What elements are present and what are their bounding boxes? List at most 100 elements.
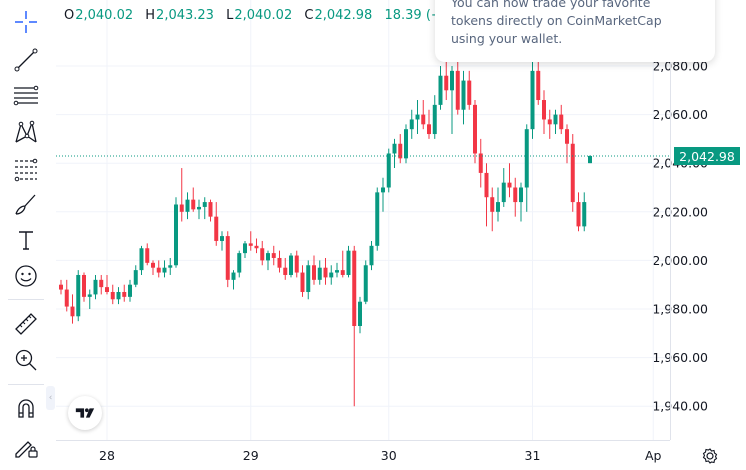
candle-body — [202, 202, 207, 207]
x-tick-label: Ap — [645, 448, 662, 463]
gear-icon — [702, 448, 718, 464]
candle-body — [340, 270, 345, 275]
close-value: 2,042.98 — [314, 8, 373, 23]
candle-body — [524, 129, 529, 188]
candle-body — [484, 172, 489, 198]
trend-line-tool[interactable] — [8, 44, 44, 76]
magnet-tool[interactable] — [8, 393, 44, 425]
chart-settings-button[interactable] — [700, 446, 720, 466]
high-value: 2,043.23 — [156, 8, 214, 23]
horizontal-lines-tool[interactable] — [8, 80, 44, 112]
candle-body — [266, 253, 270, 261]
y-tick-label: 2,080.00 — [652, 59, 708, 74]
candle-body — [335, 270, 339, 273]
candle-body — [381, 187, 385, 193]
open-label: O — [64, 8, 75, 23]
candle-body — [427, 124, 431, 135]
x-tick-label: 31 — [525, 448, 541, 463]
candle-body — [225, 236, 230, 280]
tradingview-logo-icon — [75, 408, 95, 418]
trend-line-icon — [14, 48, 38, 72]
x-tick-label: 28 — [99, 448, 115, 463]
text-tool[interactable] — [8, 224, 44, 256]
magnet-icon — [18, 399, 34, 418]
candle-body — [179, 204, 184, 212]
candle-body — [93, 279, 98, 295]
crosshair-icon — [15, 11, 37, 33]
candle-body — [277, 257, 282, 268]
candle-body — [237, 253, 242, 273]
candle-body — [128, 284, 132, 297]
pattern-icon — [15, 120, 37, 143]
candle-body — [151, 262, 155, 268]
emoji-tool[interactable] — [8, 260, 44, 292]
candle-body — [421, 114, 426, 125]
candle-body — [105, 287, 109, 292]
candle-body — [254, 245, 259, 249]
candle-body — [536, 70, 541, 101]
candle-body — [122, 291, 127, 297]
candle-body — [289, 255, 293, 275]
ruler-tool[interactable] — [8, 308, 44, 340]
candle-body — [386, 153, 391, 188]
candle-body — [300, 272, 305, 292]
candle-body — [174, 204, 178, 266]
y-tick-label: 1,940.00 — [652, 399, 708, 414]
candle-body — [260, 248, 265, 261]
ohlc-legend: O2,040.02 H2,043.23 L2,040.02 C2,042.98 … — [64, 8, 462, 23]
chevron-left-icon: ‹ — [48, 393, 53, 403]
candle-body — [191, 199, 196, 210]
popup-text: You can now trade your favorite tokens d… — [451, 0, 662, 46]
candle-body — [473, 104, 477, 154]
candle-body — [59, 284, 63, 290]
candle-body — [248, 243, 253, 246]
candle-body — [513, 187, 518, 203]
candle-body — [375, 192, 380, 246]
low-value: 2,040.02 — [234, 8, 293, 23]
y-tick-label: 1,980.00 — [652, 302, 708, 317]
candle-body — [398, 143, 403, 159]
emoji-icon — [15, 265, 37, 287]
candle-body — [76, 274, 81, 317]
tradingview-logo-button[interactable] — [68, 396, 102, 430]
text-icon — [19, 231, 33, 250]
candle-body — [490, 197, 495, 212]
candle-body — [553, 114, 558, 125]
y-tick-label: 2,000.00 — [652, 253, 708, 268]
candle-body — [369, 245, 374, 266]
candle-body — [352, 250, 357, 327]
candle-body — [243, 243, 247, 254]
fib-icon — [14, 158, 38, 182]
ruler-icon — [15, 313, 37, 335]
x-tick-label: 29 — [243, 448, 259, 463]
lock-drawing-tool[interactable] — [8, 430, 44, 462]
candle-body — [450, 70, 454, 91]
toolbar-separator — [8, 384, 44, 385]
candle-body — [438, 75, 443, 105]
candle-body — [139, 248, 144, 271]
pattern-tool[interactable] — [8, 116, 44, 148]
y-tick-label: 2,020.00 — [652, 204, 708, 219]
y-tick-label: 1,960.00 — [652, 350, 708, 365]
candle-body — [82, 274, 86, 297]
candle-body — [542, 100, 546, 120]
candle-body — [432, 104, 437, 135]
candle-body — [346, 250, 351, 275]
candle-body — [87, 294, 92, 297]
candle-body — [519, 187, 523, 203]
brush-tool[interactable] — [8, 188, 44, 220]
candle-body — [547, 119, 552, 125]
candle-body — [306, 265, 311, 292]
fib-tool[interactable] — [8, 152, 44, 184]
candle-body — [444, 75, 449, 91]
zoom-in-tool[interactable] — [8, 344, 44, 376]
candle-body — [220, 236, 224, 241]
candle-body — [283, 267, 288, 275]
horizontal-lines-icon — [13, 85, 39, 106]
candle-body — [358, 301, 362, 327]
collapse-toolbar-button[interactable]: ‹ — [46, 386, 55, 410]
low-label: L — [226, 8, 234, 23]
crosshair-tool[interactable] — [8, 6, 44, 38]
candle-body — [559, 114, 564, 130]
